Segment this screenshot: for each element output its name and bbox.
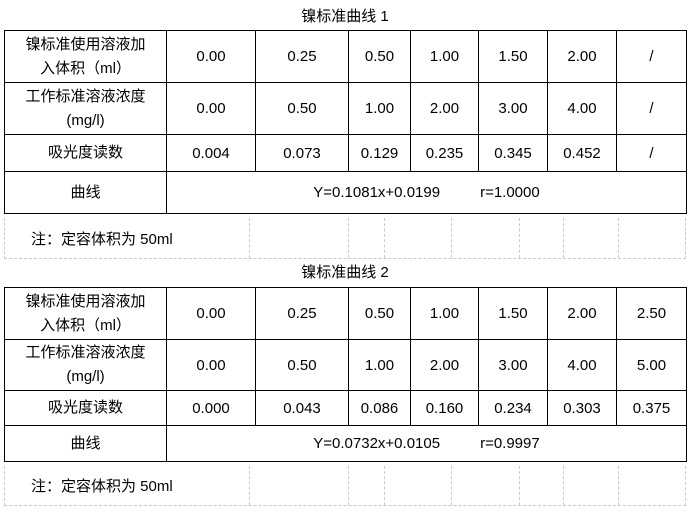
value-cell: 0.086 [348, 390, 411, 426]
table-row-curve: 曲线 Y=0.0732x+0.0105 r=0.9997 [4, 425, 687, 462]
spreadsheet-gridline [348, 466, 349, 505]
nickel-standard-curve-table-1: 镍标准使用溶液加 入体积（ml） 0.00 0.25 0.50 1.00 1.5… [4, 30, 687, 214]
value-cell: 0.375 [616, 390, 687, 426]
value-cell: 0.50 [255, 339, 349, 391]
value-cell: 2.00 [410, 82, 479, 135]
note-row-1: 注：定容体积为 50ml [4, 218, 686, 259]
value-cell: 1.00 [410, 287, 479, 340]
row-label-line: 工作标准溶液浓度 [25, 87, 146, 105]
value-cell: 2.00 [547, 30, 617, 83]
value-cell: 0.004 [166, 134, 256, 172]
nickel-standard-curve-table-2: 镍标准使用溶液加 入体积（ml） 0.00 0.25 0.50 1.00 1.5… [4, 287, 687, 462]
spreadsheet-gridline [348, 218, 349, 258]
value-cell: / [616, 82, 687, 135]
value-cell: 1.00 [348, 339, 411, 391]
row-label-absorbance: 吸光度读数 [4, 390, 167, 426]
row-label-line: (mg/l) [66, 111, 105, 129]
row-label-line: 入体积（ml） [40, 59, 131, 77]
value-cell: / [616, 134, 687, 172]
spreadsheet-gridline [451, 218, 452, 258]
row-label-curve: 曲线 [4, 171, 167, 214]
value-cell: 0.50 [255, 82, 349, 135]
note-row-2: 注：定容体积为 50ml [4, 466, 686, 506]
value-cell: 0.00 [166, 287, 256, 340]
value-cell: 0.50 [348, 287, 411, 340]
row-label-absorbance: 吸光度读数 [4, 134, 167, 172]
value-cell: 1.00 [348, 82, 411, 135]
row-label-line: 镍标准使用溶液加 [25, 292, 146, 310]
table-row: 工作标准溶液浓度 (mg/l) 0.00 0.50 1.00 2.00 3.00… [4, 339, 687, 391]
row-label-concentration: 工作标准溶液浓度 (mg/l) [4, 339, 167, 391]
value-cell: 0.50 [348, 30, 411, 83]
value-cell: 3.00 [478, 82, 548, 135]
spreadsheet-gridline [249, 466, 250, 505]
value-cell: 0.235 [410, 134, 479, 172]
spreadsheet-gridline [563, 466, 564, 505]
correlation-coefficient: r=1.0000 [480, 184, 540, 201]
value-cell: 0.00 [166, 339, 256, 391]
value-cell: 2.00 [410, 339, 479, 391]
table-2-title: 镍标准曲线 2 [301, 264, 389, 281]
table-row: 工作标准溶液浓度 (mg/l) 0.00 0.50 1.00 2.00 3.00… [4, 82, 687, 135]
value-cell: 0.452 [547, 134, 617, 172]
value-cell: / [616, 30, 687, 83]
value-cell: 1.50 [478, 287, 548, 340]
value-cell: 0.345 [478, 134, 548, 172]
table-row-curve: 曲线 Y=0.1081x+0.0199 r=1.0000 [4, 171, 687, 214]
curve-equation-cell: Y=0.1081x+0.0199 r=1.0000 [166, 171, 687, 214]
value-cell: 1.50 [478, 30, 548, 83]
value-cell: 4.00 [547, 82, 617, 135]
value-cell: 0.000 [166, 390, 256, 426]
value-cell: 0.073 [255, 134, 349, 172]
row-label-line: 镍标准使用溶液加 [25, 35, 146, 53]
value-cell: 0.043 [255, 390, 349, 426]
value-cell: 0.00 [166, 30, 256, 83]
value-cell: 0.00 [166, 82, 256, 135]
correlation-coefficient: r=0.9997 [480, 435, 540, 452]
row-label-curve: 曲线 [4, 425, 167, 462]
spreadsheet-gridline [519, 466, 520, 505]
value-cell: 4.00 [547, 339, 617, 391]
spreadsheet-gridline [618, 466, 619, 505]
spreadsheet-gridline [618, 218, 619, 258]
value-cell: 0.25 [255, 287, 349, 340]
curve-equation: Y=0.1081x+0.0199 [313, 184, 441, 201]
value-cell: 2.50 [616, 287, 687, 340]
value-cell: 5.00 [616, 339, 687, 391]
spreadsheet-gridline [563, 218, 564, 258]
table-row: 吸光度读数 0.000 0.043 0.086 0.160 0.234 0.30… [4, 390, 687, 426]
value-cell: 0.25 [255, 30, 349, 83]
value-cell: 3.00 [478, 339, 548, 391]
spreadsheet-gridline [384, 218, 385, 258]
table-row: 镍标准使用溶液加 入体积（ml） 0.00 0.25 0.50 1.00 1.5… [4, 30, 687, 83]
table-row: 吸光度读数 0.004 0.073 0.129 0.235 0.345 0.45… [4, 134, 687, 172]
value-cell: 0.129 [348, 134, 411, 172]
note-text: 注：定容体积为 50ml [31, 478, 173, 495]
value-cell: 0.160 [410, 390, 479, 426]
value-cell: 1.00 [410, 30, 479, 83]
spreadsheet-gridline [519, 218, 520, 258]
value-cell: 0.303 [547, 390, 617, 426]
row-label-line: 入体积（ml） [40, 316, 131, 334]
spreadsheet-gridline [451, 466, 452, 505]
value-cell: 2.00 [547, 287, 617, 340]
spreadsheet-gridline [384, 466, 385, 505]
curve-equation-cell: Y=0.0732x+0.0105 r=0.9997 [166, 425, 687, 462]
table-row: 镍标准使用溶液加 入体积（ml） 0.00 0.25 0.50 1.00 1.5… [4, 287, 687, 340]
value-cell: 0.234 [478, 390, 548, 426]
row-label-volume: 镍标准使用溶液加 入体积（ml） [4, 30, 167, 83]
spreadsheet-gridline [249, 218, 250, 258]
row-label-volume: 镍标准使用溶液加 入体积（ml） [4, 287, 167, 340]
note-text: 注：定容体积为 50ml [31, 230, 173, 248]
table-1-title: 镍标准曲线 1 [301, 8, 389, 25]
row-label-concentration: 工作标准溶液浓度 (mg/l) [4, 82, 167, 135]
row-label-line: 工作标准溶液浓度 [25, 344, 146, 361]
row-label-line: (mg/l) [66, 368, 105, 385]
curve-equation: Y=0.0732x+0.0105 [313, 435, 441, 452]
